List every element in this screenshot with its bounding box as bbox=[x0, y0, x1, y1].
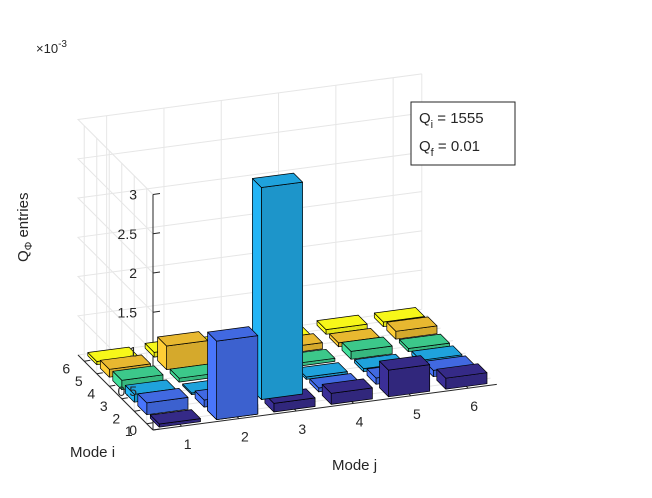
bar-i1-j4 bbox=[321, 378, 373, 405]
y-tick-6 bbox=[84, 359, 91, 362]
z-tick-label: 2 bbox=[129, 265, 137, 281]
bar-i1-j1 bbox=[149, 409, 201, 428]
bar-face-top bbox=[137, 388, 189, 404]
bar-face-top bbox=[99, 354, 151, 370]
bar-i5-j6 bbox=[386, 316, 438, 340]
z-tick-0 bbox=[152, 428, 161, 431]
bar-face-top bbox=[379, 355, 431, 371]
z-tick-label: 0.5 bbox=[118, 383, 138, 399]
bar-face-top bbox=[207, 326, 259, 342]
bar-face-top bbox=[398, 333, 450, 349]
z-tick-label: 0 bbox=[129, 422, 137, 438]
bar-face-top bbox=[157, 331, 209, 347]
bar-face-top bbox=[149, 409, 201, 425]
x-axis-label: Mode j bbox=[332, 457, 377, 474]
y-tick-4 bbox=[109, 384, 116, 387]
y-tick-label: 5 bbox=[75, 373, 83, 389]
bar-face-top bbox=[411, 345, 463, 361]
bar-face-side bbox=[207, 331, 217, 420]
bar-face-top bbox=[386, 316, 438, 332]
grid-line-z-3 bbox=[76, 191, 422, 313]
grid-line-z-2 bbox=[76, 230, 422, 352]
bar-i2-j1 bbox=[137, 388, 189, 416]
z-tick-label: 3 bbox=[129, 187, 137, 203]
x-tick-label: 5 bbox=[413, 406, 421, 422]
bar-face-top bbox=[112, 365, 164, 381]
bar-highlight-i1-j2 bbox=[207, 326, 259, 420]
bars-layer bbox=[87, 172, 488, 428]
y-tick-5 bbox=[96, 372, 103, 375]
y-axis-line bbox=[77, 354, 154, 431]
bar-face-front bbox=[261, 181, 303, 400]
bar-face-top bbox=[252, 172, 303, 188]
z-tick-6 bbox=[152, 193, 161, 195]
y-tick-label: 6 bbox=[62, 360, 70, 376]
z-tick-label: 2.5 bbox=[118, 226, 138, 242]
bar-face-top bbox=[341, 336, 393, 352]
grid-line-z-4 bbox=[76, 151, 422, 274]
annotation-qi: Qi = 1555 bbox=[419, 110, 484, 131]
x-tick-label: 1 bbox=[184, 436, 192, 452]
grid-line-z-6 bbox=[76, 73, 422, 195]
annotation-qf: Qf = 0.01 bbox=[419, 138, 480, 159]
z-tick-5 bbox=[152, 232, 161, 235]
y-tick-3 bbox=[121, 397, 128, 400]
x-tick-label: 6 bbox=[470, 398, 478, 414]
bar-i6-j5 bbox=[316, 314, 368, 335]
bar-i1-j6 bbox=[436, 363, 488, 390]
y-tick-label: 4 bbox=[87, 385, 95, 401]
bar-face-top bbox=[316, 314, 368, 330]
bar-face-top bbox=[373, 307, 425, 323]
y-tick-label: 3 bbox=[100, 398, 108, 414]
y-axis-label: Mode i bbox=[70, 444, 115, 461]
grid-line-z-5 bbox=[76, 112, 422, 235]
x-tick-label: 2 bbox=[241, 429, 249, 445]
bar-face-top bbox=[321, 378, 373, 394]
z-tick-label: 1.5 bbox=[118, 304, 138, 320]
z-axis-label: QΦentries bbox=[15, 193, 35, 262]
y-tick-1 bbox=[146, 422, 153, 425]
bar-face-front bbox=[216, 335, 259, 420]
bar-i1-j5 bbox=[379, 355, 431, 398]
bar-face-top bbox=[436, 363, 488, 379]
x-axis-line bbox=[152, 383, 497, 431]
y-tick-label: 2 bbox=[112, 410, 120, 426]
z-axis-multiplier: ×10-3 bbox=[36, 39, 67, 56]
grid-line-floor-v-1 bbox=[146, 377, 491, 425]
bar-i4-j5 bbox=[341, 336, 393, 360]
z-tick-3 bbox=[152, 310, 161, 313]
z-tick-4 bbox=[152, 271, 161, 274]
x-tick-label: 4 bbox=[356, 413, 364, 429]
x-tick-label: 3 bbox=[298, 421, 306, 437]
bar-i5-j2 bbox=[157, 331, 209, 370]
annotation-box: Qi = 1555 Qf = 0.01 bbox=[410, 101, 516, 166]
z-tick-label: 1 bbox=[129, 344, 137, 360]
bar-highlight-i2-j3 bbox=[252, 172, 303, 400]
y-tick-2 bbox=[134, 409, 141, 412]
y-tick-label: 1 bbox=[125, 423, 133, 439]
